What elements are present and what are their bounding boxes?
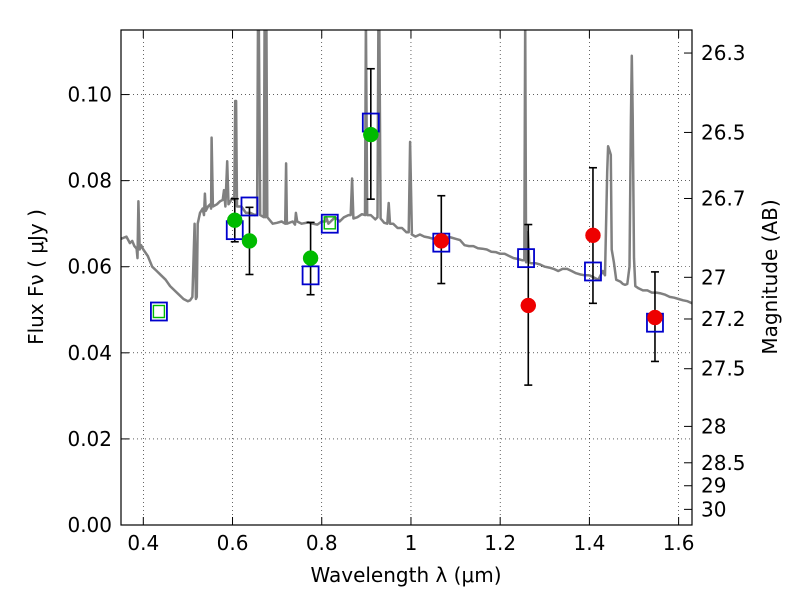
red-points-marker: [585, 227, 601, 244]
green-points-marker: [227, 212, 243, 229]
model-square-marker: [517, 248, 535, 269]
model-square-marker: [240, 196, 259, 217]
x-tick-label: 0.8: [306, 531, 338, 555]
right-tick-label: 27.2: [701, 307, 746, 331]
x-tick-label: 1.6: [663, 531, 695, 555]
green-points-marker: [302, 250, 319, 266]
red-points-marker: [433, 233, 450, 249]
axis-ticks: 0.4 0.6 0.8 1 1.2 1.4 1.6 0.00 0.02 0.04 0.06 0.08 0…: [67, 30, 746, 555]
x-axis-label: Wavelength λ (μm): [310, 563, 501, 587]
right-tick-label: 26.7: [701, 186, 746, 210]
right-tick-label: 28.5: [701, 451, 746, 475]
y-tick-label: 0.10: [67, 83, 112, 107]
y-right-axis-label: Magnitude (AB): [758, 199, 782, 354]
right-tick-label: 26.5: [701, 120, 746, 144]
x-tick-label: 1.2: [484, 531, 516, 555]
plot-frame: [120, 29, 693, 526]
y-tick-label: 0.08: [67, 169, 112, 193]
x-tick-label: 0.6: [217, 531, 249, 555]
red-points-marker: [520, 297, 537, 314]
model-square-marker: [584, 261, 602, 282]
green-points-marker: [241, 233, 258, 249]
y-tick-label: 0.00: [67, 513, 112, 537]
model-square-marker: [320, 213, 339, 234]
x-tick-label: 0.4: [127, 531, 159, 555]
y-tick-label: 0.04: [67, 341, 112, 365]
red-points-marker: [647, 309, 663, 326]
y-axis-label: Flux Fν ( μJy ): [24, 209, 48, 345]
model-square-marker: [150, 301, 168, 322]
green-points-marker: [363, 126, 379, 143]
x-tick-label: 1.4: [573, 531, 605, 555]
right-tick-label: 27: [701, 265, 726, 289]
x-tick-label: 1: [405, 531, 418, 555]
plot-area: [121, 30, 692, 386]
right-tick-label: 30: [701, 497, 726, 521]
right-tick-label: 26.3: [701, 41, 746, 65]
grid-lines: [121, 30, 692, 525]
right-tick-label: 27.5: [701, 357, 746, 381]
spectrum-line: [121, 30, 692, 305]
green-square-marker: [152, 304, 166, 319]
right-tick-label: 29: [701, 474, 726, 498]
y-tick-label: 0.02: [67, 427, 112, 451]
green-square-marker: [323, 216, 336, 230]
model-square-marker: [301, 265, 320, 286]
right-tick-label: 28: [701, 414, 726, 438]
y-tick-label: 0.06: [67, 255, 112, 279]
